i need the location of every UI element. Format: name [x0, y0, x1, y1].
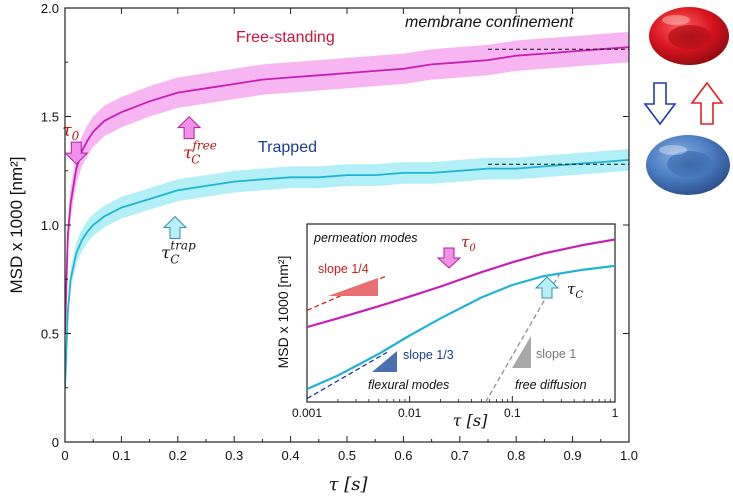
y-tick-label: 1.5: [41, 110, 59, 125]
tauc-trap-label: τtrap C: [161, 238, 196, 266]
up-arrow-icon: [690, 81, 724, 125]
main-x-axis-label: τ [s]: [329, 474, 369, 495]
y-tick-label: 0.5: [41, 327, 59, 342]
inset-x-axis-label: τ [s]: [453, 411, 488, 430]
x-tick-label: 0.4: [282, 448, 300, 463]
inset-chart: 0.001 0.01 0.1 1 MSD x 1000 [nm²] τ [s] per…: [275, 223, 619, 430]
x-tick-label: 1.0: [620, 448, 638, 463]
slope-third-guide: [307, 351, 388, 400]
x-tick-label: 0.9: [564, 448, 582, 463]
y-tick-label: 0: [52, 435, 59, 450]
slope-third-label: slope 1/3: [403, 348, 454, 362]
inset-x-tick-label: 1: [612, 406, 619, 420]
confidence-bands: [65, 31, 629, 399]
inset-x-tick-label: 0.01: [398, 406, 422, 420]
x-tick-label: 0.5: [338, 448, 356, 463]
y-tick-label: 1.0: [41, 218, 59, 233]
permeation-modes-label: permeation modes: [313, 231, 418, 245]
membrane-confinement-label: membrane confinement: [405, 14, 574, 31]
x-tick-label: 0.8: [507, 448, 525, 463]
x-tick-label: 0.6: [394, 448, 412, 463]
y-tick-label: 2.0: [41, 1, 59, 16]
y-axis-ticks: 0 0.5 1.0 1.5 2.0: [41, 1, 629, 450]
tau0-arrow: [64, 141, 89, 165]
tauc-trap-arrow: [162, 215, 188, 239]
slope-third-triangle: [372, 351, 397, 372]
inset-tau0-label: τ0: [461, 233, 476, 254]
inset-x-axis-ticks: 0.001 0.01 0.1 1: [292, 396, 619, 420]
blue-cell-icon: [646, 135, 730, 195]
x-tick-label: 0.3: [225, 448, 243, 463]
x-tick-label: 0.1: [112, 448, 130, 463]
series-free-standing: [65, 46, 629, 334]
tauc-free-arrow: [176, 115, 202, 140]
inset-tauc-arrow: [534, 276, 560, 299]
x-tick-label: 0.7: [451, 448, 469, 463]
x-tick-label: 0.2: [169, 448, 187, 463]
series-trapped: [65, 159, 629, 388]
series-lines: [65, 46, 629, 388]
free-diffusion-label: free diffusion: [515, 378, 587, 392]
inset-series-lines: [307, 238, 615, 391]
plateau-lines: [488, 48, 629, 165]
inset-tauc-label: τC: [567, 280, 583, 301]
inset-y-axis-label: MSD x 1000 [nm²]: [275, 256, 291, 369]
flexural-modes-label: flexural modes: [368, 378, 449, 392]
x-tick-label: 0: [61, 448, 68, 463]
tauc-free-label: τfree C: [183, 139, 217, 167]
inset-x-tick-label: 0.1: [504, 406, 521, 420]
inset-tau0-arrow: [436, 247, 462, 269]
down-arrow-icon: [643, 82, 677, 126]
main-y-axis-label: MSD x 1000 [nm²]: [7, 157, 26, 294]
red-cell-icon: [649, 7, 729, 65]
slope-one-triangle: [512, 336, 531, 368]
trapped-label: Trapped: [258, 139, 317, 156]
slope-one-label: slope 1: [536, 347, 576, 361]
tau-annotations: τ0 τfree C τtrap C: [62, 115, 217, 266]
inset-series-free-standing: [307, 238, 615, 329]
band-free-standing: [65, 31, 629, 349]
inset-x-tick-label: 0.001: [292, 406, 322, 420]
free-standing-label: Free-standing: [236, 29, 335, 46]
inset-series-trapped: [307, 264, 615, 391]
slope-one-guide: [485, 270, 562, 402]
tau0-label: τ0: [62, 121, 79, 143]
main-chart: 0 0.1 0.2 0.3 0.4 0.5 0.6 0.7 0.8 0.9 1.0 0 0.5 1.0 1…: [7, 1, 638, 495]
red-blood-cell-illustration: [643, 7, 730, 195]
x-axis-ticks: 0 0.1 0.2 0.3 0.4 0.5 0.6 0.7 0.8 0.9 1.0: [61, 8, 638, 463]
band-trapped: [65, 149, 629, 399]
slope-quarter-label: slope 1/4: [318, 262, 369, 276]
slope-quarter-triangle: [328, 278, 378, 296]
